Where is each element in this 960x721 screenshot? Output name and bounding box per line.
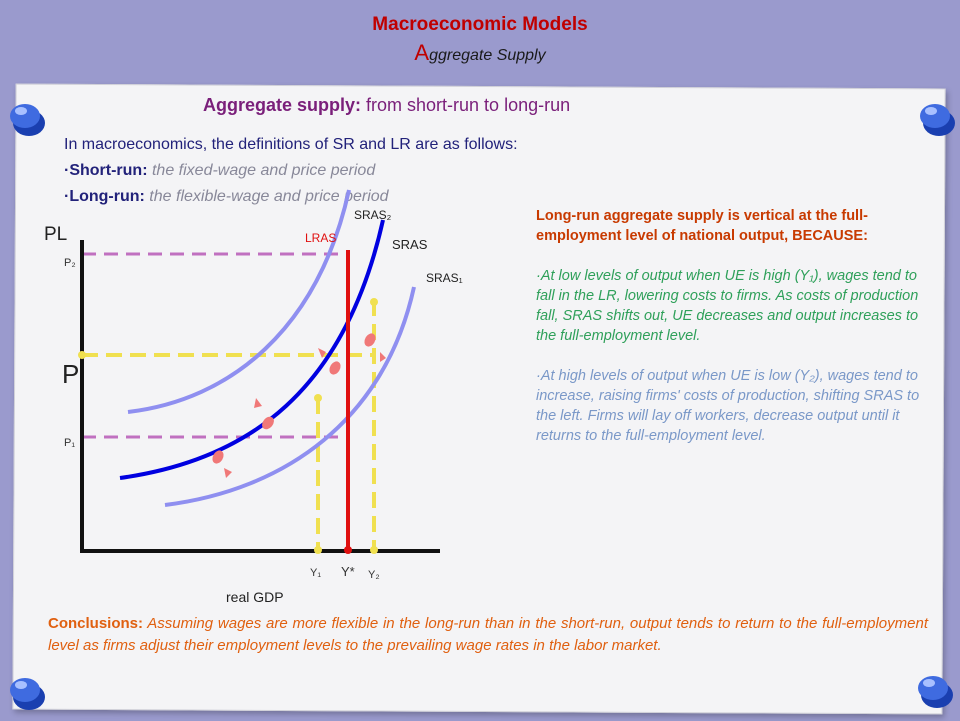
section-title-bold: Aggregate supply: — [203, 95, 362, 115]
y-tick-p1: P₁ — [64, 437, 75, 449]
conclusion-label: Conclusions: — [48, 615, 144, 632]
sras1-label: SRAS₁ — [426, 271, 463, 285]
short-run-definition: ·Short-run: the fixed-wage and price per… — [64, 158, 518, 184]
intro-line: In macroeconomics, the definitions of SR… — [64, 136, 518, 153]
sras1-curve — [164, 286, 416, 507]
page-subtitle: Aggregate Supply — [0, 40, 960, 66]
long-run-label: ·Long-run: — [64, 188, 145, 205]
conclusion-text: Conclusions: Assuming wages are more fle… — [48, 613, 928, 657]
lras-label: LRAS — [305, 231, 336, 245]
ystar-dot — [344, 546, 352, 554]
short-run-text: the fixed-wage and price period — [147, 162, 376, 179]
subtitle-initial: A — [414, 40, 430, 65]
x-axis-label: real GDP — [226, 589, 284, 605]
x-tick-y2: Y₂ — [368, 569, 380, 581]
y1-dot — [314, 546, 322, 554]
pushpin-icon — [4, 670, 50, 716]
explanation-panel: Long-run aggregate supply is vertical at… — [536, 206, 920, 446]
explanation-low-output: ·At low levels of output when UE is high… — [536, 268, 919, 344]
explanation-heading: Long-run aggregate supply is vertical at… — [536, 208, 868, 244]
y1-top-dot — [314, 394, 322, 402]
intro-text: In macroeconomics, the definitions of SR… — [64, 132, 518, 210]
sras2-label: SRAS₂ — [354, 208, 392, 222]
pushpin-icon — [912, 668, 958, 714]
header: Macroeconomic Models Aggregate Supply — [0, 0, 960, 88]
page-title: Macroeconomic Models — [372, 14, 588, 35]
shift-arrows — [212, 333, 386, 478]
section-title-rest: from short-run to long-run — [361, 95, 571, 115]
long-run-definition: ·Long-run: the flexible-wage and price p… — [64, 184, 518, 210]
short-run-label: ·Short-run: — [64, 162, 148, 179]
x-tick-y1: Y₁ — [310, 567, 321, 579]
pushpin-icon — [914, 96, 960, 142]
sras-label: SRAS — [392, 237, 428, 252]
long-run-text: the flexible-wage and price period — [144, 188, 389, 205]
subtitle-rest: ggregate Supply — [429, 47, 546, 64]
y2-top-dot — [370, 298, 378, 306]
y-axis-label: PL — [44, 224, 67, 245]
pushpin-icon — [4, 96, 50, 142]
p-dot — [78, 351, 86, 359]
y2-dot — [370, 546, 378, 554]
section-title: Aggregate supply: from short-run to long… — [203, 95, 570, 116]
sras2-curve — [127, 189, 351, 414]
conclusion-body: Assuming wages are more flexible in the … — [48, 615, 928, 654]
y-tick-p: P — [62, 359, 79, 389]
sras-curve — [119, 219, 385, 480]
y-tick-p2: P₂ — [64, 257, 76, 269]
x-tick-ystar: Y* — [341, 564, 355, 579]
explanation-high-output: ·At high levels of output when UE is low… — [536, 368, 920, 444]
